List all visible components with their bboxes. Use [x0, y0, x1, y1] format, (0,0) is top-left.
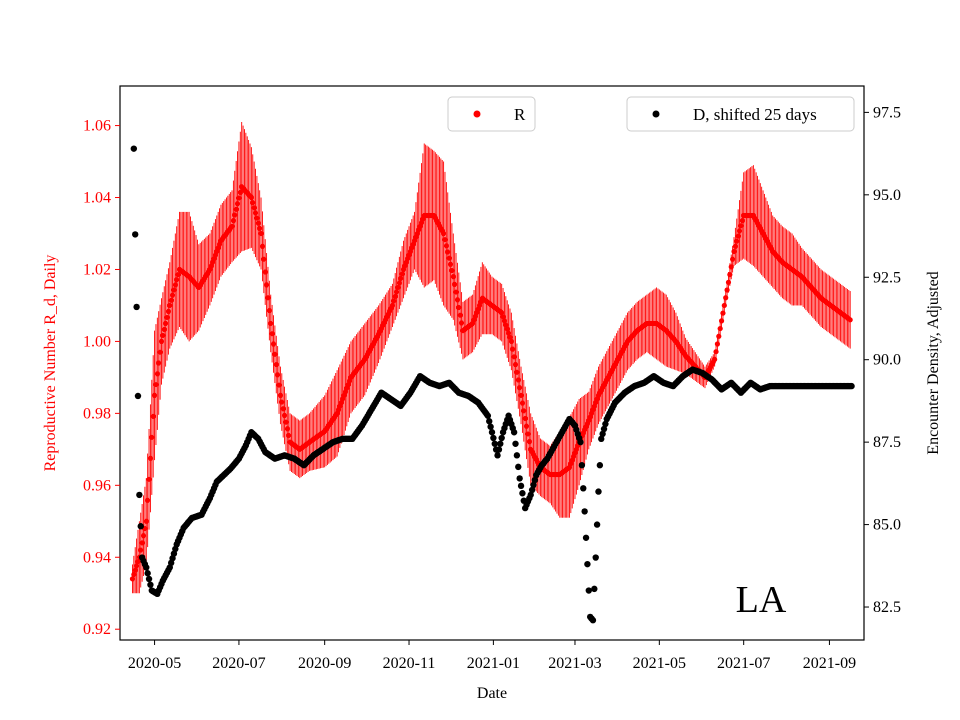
d-point — [591, 585, 598, 593]
right-tick-label: 92.5 — [873, 269, 901, 286]
d-point — [519, 490, 526, 497]
d-point — [512, 440, 519, 447]
d-point — [491, 440, 498, 447]
d-point — [144, 570, 151, 577]
x-tick-label: 2021-01 — [467, 655, 520, 672]
left-tick-label: 0.98 — [83, 405, 111, 422]
d-point — [143, 564, 150, 571]
d-point — [582, 534, 590, 541]
d-point — [490, 434, 497, 442]
d-point — [602, 420, 609, 428]
d-point — [510, 429, 518, 436]
d-point — [517, 482, 525, 490]
d-point — [147, 581, 154, 588]
right-tick-label: 97.5 — [873, 104, 901, 121]
legend-r-box — [447, 96, 536, 132]
x-tick-label: 2020-09 — [298, 655, 351, 672]
d-point — [498, 434, 505, 442]
x-tick-label: 2020-05 — [128, 655, 181, 672]
axes-group — [119, 85, 865, 641]
d-point — [585, 587, 593, 594]
x-tick-label: 2021-07 — [717, 655, 770, 672]
d-point — [515, 463, 522, 471]
d-point — [581, 508, 588, 515]
d-point — [484, 412, 492, 419]
d-point — [531, 476, 539, 484]
d-point — [486, 418, 493, 425]
region-annotation: LA — [736, 579, 787, 621]
d-point — [599, 430, 606, 438]
d-point — [593, 521, 601, 528]
d-point — [145, 575, 153, 583]
d-point — [516, 475, 523, 482]
d-point — [527, 491, 534, 499]
d-point — [530, 481, 537, 489]
left-tick-label: 0.96 — [83, 477, 111, 494]
d-point — [584, 560, 591, 568]
d-point — [580, 485, 587, 492]
d-point — [577, 438, 584, 446]
d-point — [137, 523, 144, 530]
left-axis-ticks: 0.92 0.94 0.96 0.98 1.00 1.02 1.04 1.06 — [83, 118, 120, 638]
legend-r-marker — [473, 110, 481, 118]
left-axis-title: Reproductive Number R_d, Daily — [42, 255, 59, 472]
legend-r-label: R — [514, 105, 526, 124]
right-tick-label: 95.0 — [873, 187, 901, 204]
d-point — [848, 382, 855, 390]
d-point — [598, 435, 605, 443]
x-axis-title: Date — [477, 685, 507, 702]
right-axis-ticks: 82.5 85.0 87.5 90.0 92.5 95.0 97.5 — [864, 104, 901, 616]
d-series-group — [130, 145, 855, 624]
left-tick-label: 1.04 — [83, 190, 111, 207]
d-point — [595, 488, 602, 495]
d-point — [578, 462, 586, 469]
legend-d-marker — [652, 110, 660, 118]
d-point — [600, 425, 608, 433]
x-tick-label: 2021-03 — [548, 655, 601, 672]
r-series-group — [129, 121, 853, 594]
x-tick-label: 2021-09 — [803, 655, 856, 672]
left-tick-label: 0.92 — [83, 621, 111, 638]
d-point — [132, 231, 139, 238]
left-tick-label: 1.02 — [83, 261, 111, 278]
d-point — [589, 617, 597, 624]
x-tick-label: 2020-07 — [212, 655, 265, 672]
d-point — [513, 452, 521, 459]
legend-d-label: D, shifted 25 days — [693, 105, 817, 124]
d-point — [487, 423, 494, 430]
right-tick-label: 87.5 — [873, 434, 901, 451]
x-tick-label: 2021-05 — [633, 655, 686, 672]
right-tick-label: 82.5 — [873, 599, 901, 616]
d-point — [497, 440, 504, 447]
d-point — [596, 462, 604, 469]
legend-d-box — [626, 96, 855, 132]
left-tick-label: 1.06 — [83, 118, 111, 135]
d-point — [495, 446, 503, 453]
d-point — [133, 303, 140, 311]
x-axis-ticks: 2020-05 2020-07 2020-09 2020-11 2021-01 2021-… — [128, 640, 856, 672]
left-tick-label: 1.00 — [83, 333, 111, 350]
right-tick-label: 90.0 — [873, 352, 901, 369]
plot-frame — [119, 85, 865, 641]
d-point — [136, 491, 143, 499]
d-point — [488, 429, 496, 436]
legend-r: R — [447, 96, 536, 132]
d-point — [134, 392, 142, 400]
r-point — [847, 317, 853, 323]
d-point — [592, 554, 599, 561]
legend-d: D, shifted 25 days — [626, 96, 855, 132]
right-tick-label: 85.0 — [873, 517, 901, 534]
d-point — [494, 452, 501, 459]
left-tick-label: 0.94 — [83, 549, 111, 566]
d-point — [528, 486, 536, 494]
right-axis-title: Encounter Density, Adjusted — [925, 271, 942, 454]
d-point — [130, 145, 138, 152]
x-tick-label: 2020-11 — [383, 655, 436, 672]
